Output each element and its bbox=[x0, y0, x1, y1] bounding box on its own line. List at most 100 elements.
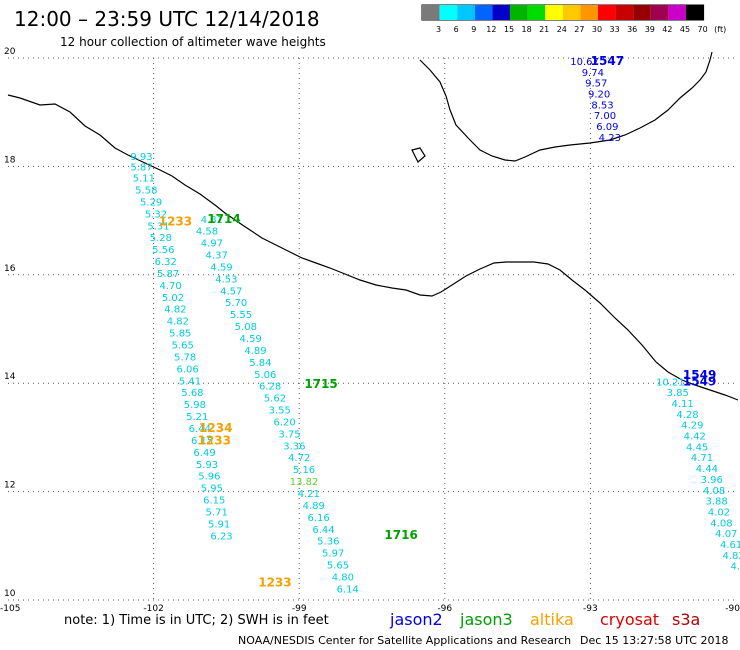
data-point-label: 4.97 bbox=[201, 239, 223, 250]
data-point-label: 9.74 bbox=[582, 68, 604, 79]
grid-lines bbox=[8, 57, 736, 601]
data-point-label: 5.56 bbox=[152, 245, 174, 256]
scale-swatch bbox=[668, 5, 686, 20]
gulf-coastline bbox=[419, 51, 713, 162]
data-point-label: 4.21 bbox=[298, 489, 320, 500]
data-point-label: 4.42 bbox=[684, 432, 706, 443]
data-point-label: 3.96 bbox=[701, 475, 723, 486]
data-point-label: 4.08 bbox=[703, 486, 725, 497]
data-point-label: 5.98 bbox=[184, 400, 206, 411]
scale-swatch bbox=[527, 5, 546, 20]
data-point-label: 4.08 bbox=[710, 518, 732, 529]
data-point-label: 4.11 bbox=[671, 399, 693, 410]
data-point-label: 5.21 bbox=[186, 412, 208, 423]
data-point-label: 4.82 bbox=[164, 305, 186, 316]
data-point-label: 5.68 bbox=[181, 388, 203, 399]
data-point-label: 9.20 bbox=[588, 90, 610, 101]
scale-swatch bbox=[598, 5, 616, 20]
data-point-label: 5.71 bbox=[206, 507, 228, 518]
data-point-label: 5.65 bbox=[327, 561, 349, 572]
scale-swatch bbox=[615, 5, 634, 20]
data-point-label: 6.44 bbox=[189, 424, 211, 435]
x-tick-label: -105 bbox=[0, 604, 20, 614]
yucatan-island bbox=[411, 147, 426, 163]
data-point-label: 4.70 bbox=[159, 281, 181, 292]
data-point-label: 5.62 bbox=[264, 394, 286, 405]
scale-label: 18 bbox=[522, 25, 532, 34]
scale-label: 15 bbox=[504, 25, 514, 34]
data-point-label: 3.55 bbox=[269, 406, 291, 417]
scale-swatch bbox=[492, 5, 510, 20]
data-point-label: 9.57 bbox=[585, 79, 607, 90]
data-point-label: 4.89 bbox=[303, 501, 325, 512]
data-point-label: 3.88 bbox=[705, 497, 727, 508]
data-point-label: 4.82 bbox=[167, 317, 189, 328]
scale-swatch bbox=[633, 5, 651, 20]
scale-label: 39 bbox=[645, 25, 655, 34]
data-point-label: 6.15 bbox=[203, 496, 225, 507]
data-point-label: 5.08 bbox=[235, 322, 257, 333]
pass-label: 1716 bbox=[384, 528, 417, 542]
data-point-label: 6.28 bbox=[259, 382, 281, 393]
x-tick-label: -90 bbox=[725, 604, 740, 614]
data-point-label: 5.11 bbox=[133, 174, 155, 185]
scale-swatch bbox=[457, 5, 475, 20]
data-point-label: 5.93 bbox=[196, 460, 218, 471]
data-point-label: 5.85 bbox=[169, 329, 191, 340]
data-point-label: 4.23 bbox=[599, 133, 621, 144]
legend-entry-jason2: jason2 bbox=[389, 610, 443, 629]
data-point-label: 6.44 bbox=[312, 525, 334, 536]
y-tick-label: 10 bbox=[4, 589, 16, 599]
data-point-label: 5.84 bbox=[249, 358, 271, 369]
data-point-label: 7.00 bbox=[594, 111, 616, 122]
data-point-label: 5.02 bbox=[162, 293, 184, 304]
data-point-label: 5.65 bbox=[172, 341, 194, 352]
data-point-label: 4.71 bbox=[691, 453, 713, 464]
data-point-label: 5.32 bbox=[145, 209, 167, 220]
data-point-label: 5.87 bbox=[130, 163, 152, 174]
scale-swatch bbox=[474, 5, 493, 20]
scale-swatch bbox=[580, 5, 598, 20]
scale-swatch bbox=[439, 5, 458, 20]
x-tick-label: -99 bbox=[292, 604, 307, 614]
scale-label: 3 bbox=[436, 25, 441, 34]
data-point-label: 5.95 bbox=[201, 484, 223, 495]
data-point-label: 4.58 bbox=[196, 227, 218, 238]
scale-label: 30 bbox=[592, 25, 602, 34]
data-point-label: 5.36 bbox=[317, 537, 339, 548]
data-point-label: 4.29 bbox=[681, 421, 703, 432]
data-point-label: 5.70 bbox=[225, 298, 247, 309]
legend-entry-altika: altika bbox=[530, 610, 574, 629]
x-tick-label: -102 bbox=[143, 604, 163, 614]
series-jason3-high: 13.82 bbox=[290, 477, 319, 488]
scale-label: 9 bbox=[471, 25, 476, 34]
data-point-label: 6.09 bbox=[596, 122, 618, 133]
data-point-label: 3.85 bbox=[667, 388, 689, 399]
data-point-label: 4.07 bbox=[715, 529, 737, 540]
data-point-label: 6.32 bbox=[155, 257, 177, 268]
data-point-label: 5.91 bbox=[208, 519, 230, 530]
scale-label: 21 bbox=[539, 25, 549, 34]
data-point-label: 5.16 bbox=[293, 465, 315, 476]
y-tick-label: 18 bbox=[4, 155, 16, 165]
scale-swatch bbox=[686, 5, 704, 20]
mexico-coastline bbox=[7, 94, 739, 401]
data-point-label: 5.28 bbox=[150, 233, 172, 244]
y-axis-ticks: 10 12 14 16 18 20 bbox=[4, 47, 16, 599]
coastline bbox=[7, 51, 739, 401]
credit-text: NOAA/NESDIS Center for Satellite Applica… bbox=[238, 634, 571, 647]
pass-label: 1234 bbox=[199, 421, 232, 435]
y-tick-label: 12 bbox=[4, 481, 15, 491]
pass-label: 1233 bbox=[198, 433, 231, 447]
data-point-label: 5.29 bbox=[140, 197, 162, 208]
data-point-label: 10.67 bbox=[570, 57, 599, 68]
data-point-label: 5.96 bbox=[198, 472, 220, 483]
series-jason2-east: 10.213.854.114.284.294.424.454.714.443.9… bbox=[656, 377, 740, 572]
scale-label: 42 bbox=[662, 25, 672, 34]
y-tick-label: 20 bbox=[4, 47, 16, 57]
data-point-label: 4.28 bbox=[676, 410, 698, 421]
data-point-label: 6.14 bbox=[337, 584, 359, 595]
